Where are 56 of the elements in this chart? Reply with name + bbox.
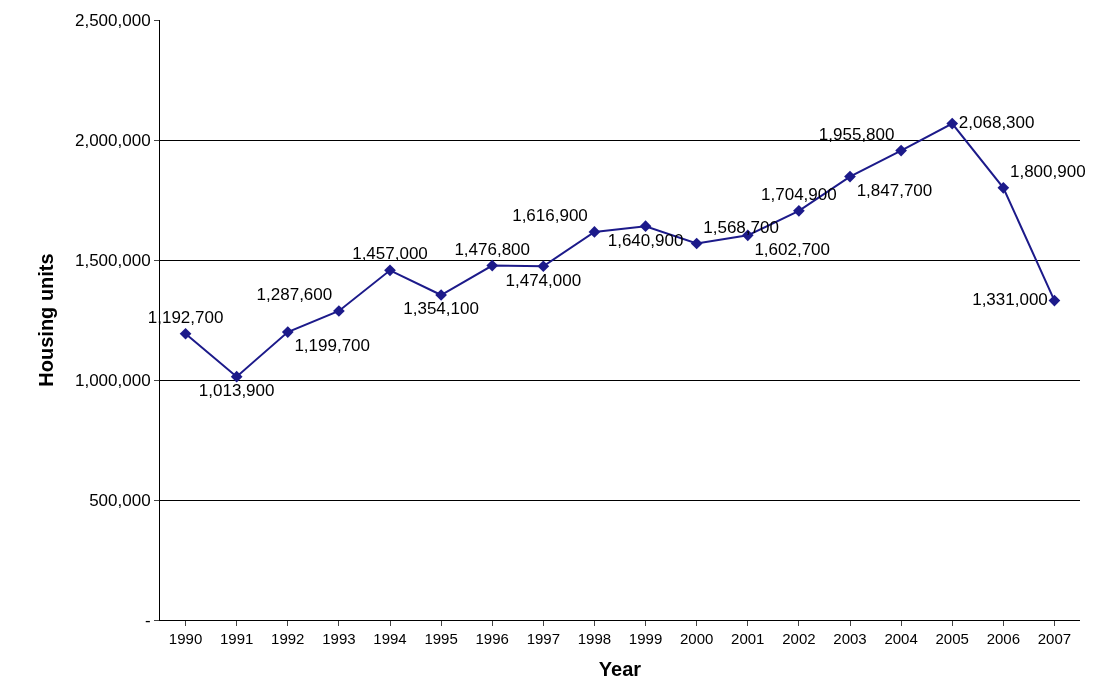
x-tick-label: 1998: [577, 630, 612, 647]
point: [844, 170, 856, 183]
text: 1,013,900: [198, 381, 275, 401]
y-axis-title: Housing units: [35, 253, 58, 387]
point: [1048, 294, 1061, 307]
x-tick-label: 2001: [731, 630, 765, 647]
y-tick-label: 1,000,000: [74, 370, 151, 390]
x-tick-label: 1997: [526, 630, 561, 647]
x-tick-label: 2006: [986, 630, 1021, 647]
text: 1,476,800: [454, 239, 531, 259]
x-tick-label: 1996: [475, 630, 509, 647]
text: 1,457,000: [352, 244, 428, 264]
point: [230, 370, 243, 383]
text: 1,474,000: [505, 270, 582, 290]
point: [793, 204, 805, 217]
x-tick-label: 2000: [679, 630, 714, 647]
text: 1,287,600: [256, 285, 333, 305]
point: [639, 220, 652, 233]
x-tick-label: 1999: [628, 630, 663, 647]
point: [690, 237, 703, 250]
x-tick-label: 1995: [424, 630, 458, 647]
x-tick-label: 1994: [373, 630, 407, 647]
x-tick-label: 2003: [833, 630, 867, 647]
point: [486, 259, 499, 272]
text: 1,602,700: [754, 239, 831, 259]
x-axis-title: Year: [598, 657, 642, 680]
x-tick-label: 2002: [782, 630, 816, 647]
y-tick-label: 1,500,000: [74, 250, 151, 270]
x-tick-label: 1992: [271, 630, 305, 647]
x-tick-label: 1991: [219, 630, 254, 647]
point: [997, 181, 1010, 194]
text: 1,331,000: [972, 289, 1048, 309]
point: [179, 327, 192, 340]
y-tick-label: -: [144, 610, 151, 630]
y-tick-label: 2,000,000: [74, 130, 151, 150]
point: [895, 144, 907, 157]
point: [946, 117, 959, 130]
x-tick-label: 1990: [168, 630, 203, 647]
text: 1,354,100: [403, 299, 479, 319]
text: 2,068,300: [958, 112, 1035, 132]
text: 1,955,800: [818, 124, 895, 144]
x-tick-label: 2004: [884, 630, 918, 647]
text: 1,640,900: [607, 230, 684, 250]
text: 1,847,700: [856, 180, 933, 200]
x-tick-label: 1993: [322, 630, 356, 647]
x-tick-label: 2005: [935, 630, 969, 647]
text: 1,800,900: [1009, 161, 1086, 181]
point: [588, 226, 601, 238]
point: [281, 326, 294, 338]
point: [537, 260, 550, 273]
y-tick-label: 2,500,000: [74, 10, 151, 30]
text: 1,616,900: [512, 206, 588, 226]
x-tick-label: 2007: [1037, 630, 1072, 647]
text: 1,199,700: [294, 336, 371, 356]
y-tick-label: 500,000: [89, 490, 151, 510]
point: [384, 264, 396, 277]
